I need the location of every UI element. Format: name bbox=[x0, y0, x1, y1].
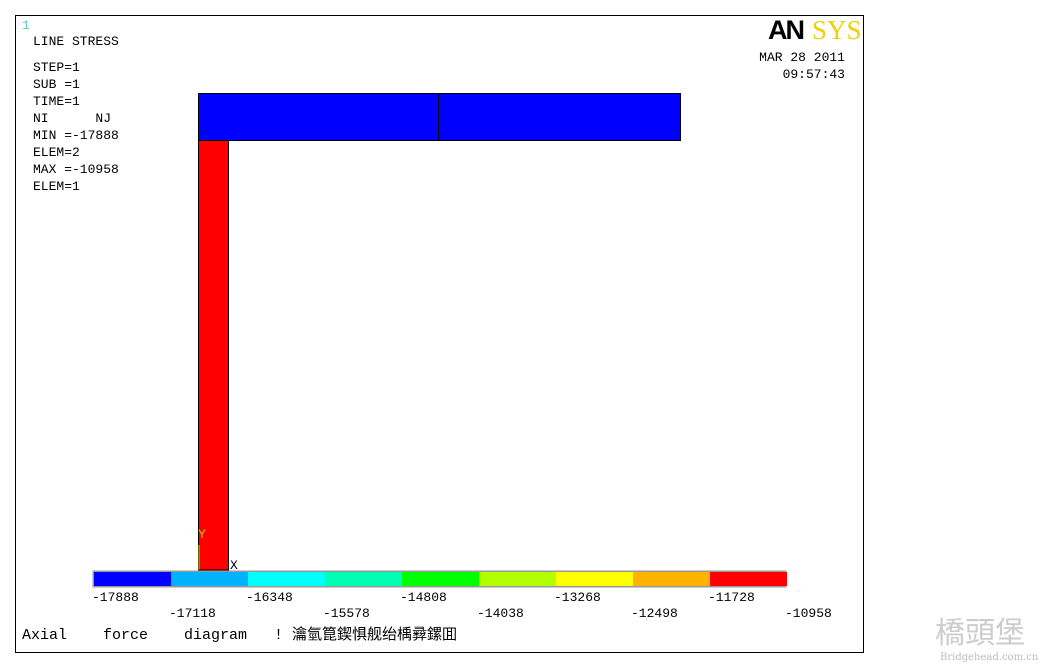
legend-swatch bbox=[556, 572, 633, 586]
legend-label: -12498 bbox=[631, 606, 678, 621]
legend-swatch bbox=[633, 572, 710, 586]
logo-an: AN bbox=[768, 15, 803, 45]
legend-label: -16348 bbox=[246, 590, 293, 605]
legend-label: -13268 bbox=[554, 590, 601, 605]
info-line: SUB =1 bbox=[33, 77, 80, 92]
info-line: NI NJ bbox=[33, 111, 111, 126]
time: 09:57:43 bbox=[783, 67, 845, 82]
legend-label: -17888 bbox=[92, 590, 139, 605]
info-line: MAX =-10958 bbox=[33, 162, 119, 177]
column bbox=[198, 140, 229, 571]
info-line: TIME=1 bbox=[33, 94, 80, 109]
caption: Axial force diagram ! 瀹氫箟鍥惧舰绐楀彛鏍囬 bbox=[22, 625, 457, 644]
axis-y-label: Y bbox=[198, 527, 206, 542]
axis-x-label: X bbox=[230, 558, 238, 573]
legend-label: -10958 bbox=[785, 606, 832, 621]
legend-swatch bbox=[171, 572, 248, 586]
info-line: STEP=1 bbox=[33, 60, 80, 75]
watermark-site: Bridgehead.com.cn bbox=[940, 652, 1039, 663]
window-number: 1 bbox=[22, 18, 30, 33]
legend-label: -15578 bbox=[323, 606, 370, 621]
legend-swatch bbox=[710, 572, 787, 586]
legend-swatch bbox=[479, 572, 556, 586]
legend-label: -17118 bbox=[169, 606, 216, 621]
info-line: ELEM=1 bbox=[33, 179, 80, 194]
info-line: MIN =-17888 bbox=[33, 128, 119, 143]
info-block: STEP=1 SUB =1 TIME=1 NI NJ MIN =-17888 ELEM=2… bbox=[33, 60, 119, 194]
legend-label: -14808 bbox=[400, 590, 447, 605]
legend-label: -11728 bbox=[708, 590, 755, 605]
watermark: 橋頭堡 bbox=[935, 616, 1025, 651]
legend-swatch bbox=[402, 572, 479, 586]
logo-sys: SYS bbox=[812, 15, 862, 45]
beam bbox=[198, 93, 681, 141]
legend-swatch bbox=[94, 572, 171, 586]
legend-swatch bbox=[248, 572, 325, 586]
legend: -17888 -17118 -16348 -15578 -14808 -14038 -132… bbox=[92, 572, 832, 621]
date: MAR 28 2011 bbox=[759, 50, 845, 65]
legend-label: -14038 bbox=[477, 606, 524, 621]
plot-title: LINE STRESS bbox=[33, 34, 119, 49]
legend-swatch bbox=[325, 572, 402, 586]
info-line: ELEM=2 bbox=[33, 145, 80, 160]
